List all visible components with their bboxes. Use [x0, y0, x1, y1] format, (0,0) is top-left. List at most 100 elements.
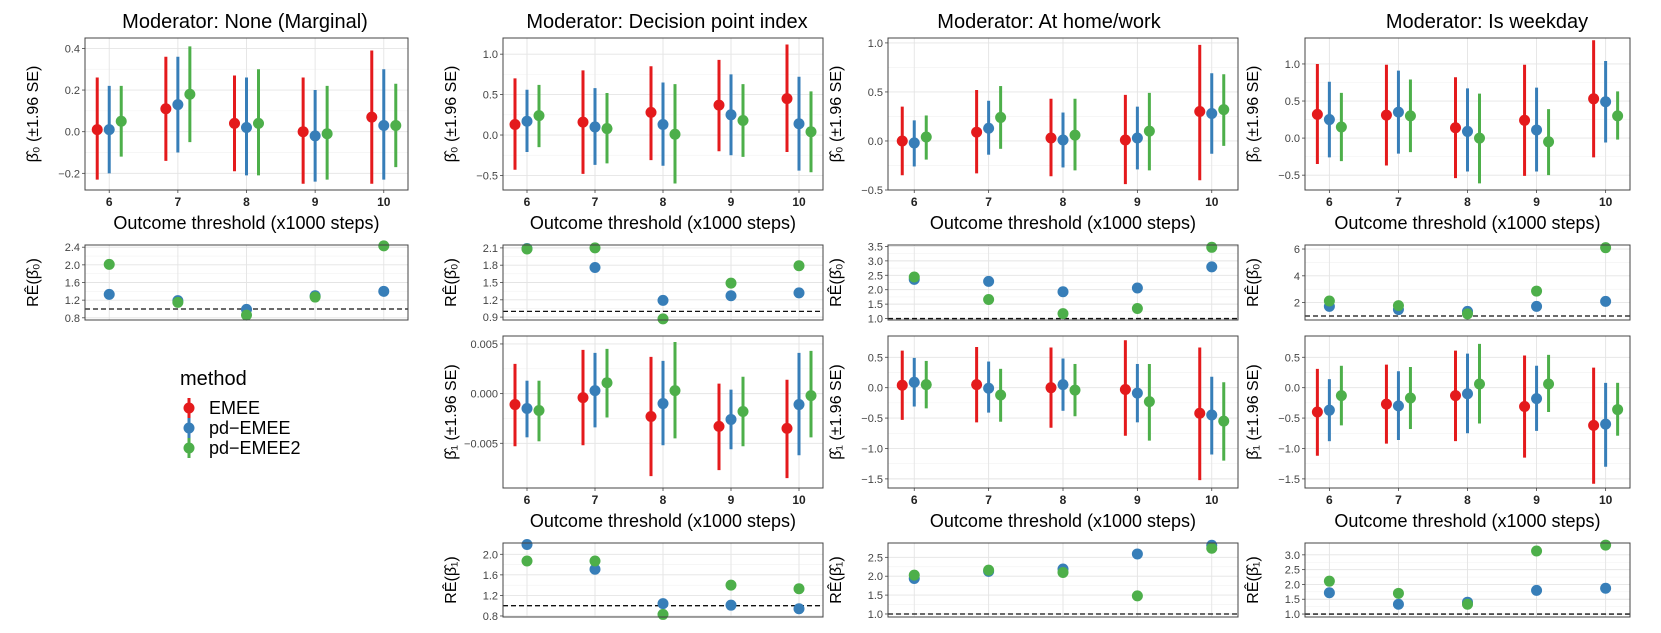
panel-border — [84, 244, 409, 321]
y-tick-label: −1.5 — [1278, 474, 1300, 486]
y-axis-label: β̂₁ (±1.96 SE) — [828, 364, 845, 459]
x-axis-label: Outcome threshold (x1000 steps) — [930, 213, 1196, 233]
y-tick-label: 1.2 — [65, 295, 80, 307]
estimate-point-pd-emee2 — [321, 128, 333, 140]
y-tick-label: 2.5 — [868, 270, 883, 282]
estimate-point-pd-emee2 — [1543, 136, 1555, 148]
re-point-pd-emee2 — [378, 240, 390, 252]
estimate-point-pd-emee2 — [1474, 132, 1485, 144]
re-point-pd-emee — [1131, 282, 1143, 294]
y-tick-label: 4 — [1294, 271, 1300, 283]
x-tick-label: 8 — [243, 195, 250, 209]
estimate-point-pd-emee2 — [1069, 384, 1081, 396]
estimate-point-emee — [781, 93, 793, 105]
estimate-point-emee — [971, 379, 983, 391]
re-point-pd-emee2 — [1057, 566, 1069, 578]
y-tick-label: 0.000 — [470, 389, 498, 401]
estimate-point-emee — [1119, 384, 1131, 396]
estimate-point-pd-emee — [657, 398, 669, 410]
panel-re0-3: 2 4 6 RÊ(β̂₀) — [1243, 242, 1631, 321]
y-axis-label: RÊ(β̂₀) — [1243, 258, 1262, 307]
estimate-point-emee — [896, 135, 908, 147]
re-point-pd-emee2 — [657, 608, 669, 620]
legend-item-pd-emee2: pd−EMEE2 — [183, 438, 301, 458]
y-tick-label: −1.5 — [861, 474, 883, 486]
estimate-point-pd-emee — [793, 399, 805, 411]
re-point-pd-emee2 — [1323, 295, 1335, 307]
re-point-pd-emee2 — [793, 583, 805, 595]
estimate-point-pd-emee2 — [737, 114, 749, 126]
estimate-point-emee — [229, 117, 240, 129]
estimate-point-pd-emee — [1462, 388, 1473, 400]
estimate-point-pd-emee — [725, 413, 737, 425]
y-axis-label: β̂₀ (±1.96 SE) — [828, 66, 845, 163]
y-tick-label: −0.5 — [1278, 170, 1300, 182]
estimate-point-emee — [1045, 382, 1057, 394]
estimate-point-pd-emee — [1323, 114, 1335, 126]
legend-dot-pd-emee — [183, 422, 195, 434]
legend-item-emee: EMEE — [183, 398, 260, 418]
estimate-point-pd-emee — [172, 99, 184, 111]
estimate-point-pd-emee2 — [805, 390, 817, 402]
estimate-point-emee — [645, 106, 657, 118]
estimate-point-pd-emee2 — [533, 110, 545, 122]
legend-dot-pd-emee2 — [183, 442, 195, 454]
x-tick-label: 10 — [792, 493, 806, 507]
estimate-point-pd-emee2 — [1612, 110, 1624, 122]
estimate-point-emee — [1588, 419, 1600, 431]
estimate-point-pd-emee2 — [601, 377, 613, 389]
re-point-pd-emee — [657, 598, 669, 610]
y-tick-label: 2.0 — [1285, 579, 1300, 591]
re-point-pd-emee2 — [908, 271, 920, 283]
x-tick-label: 10 — [1205, 195, 1219, 209]
estimate-point-emee — [781, 422, 793, 434]
x-tick-label: 10 — [377, 195, 391, 209]
estimate-point-emee — [1311, 406, 1323, 418]
y-tick-label: 3.5 — [868, 241, 883, 253]
re-point-pd-emee2 — [1057, 308, 1069, 320]
panel-border — [84, 37, 409, 191]
x-tick-label: 9 — [1134, 195, 1141, 209]
x-axis-label: Outcome threshold (x1000 steps) — [530, 213, 796, 233]
estimate-point-pd-emee2 — [669, 385, 681, 397]
x-tick-label: 9 — [1134, 493, 1141, 507]
panel-beta0-3: −0.5 0.0 0.5 1.0 6 7 8 9 10 Outcome threshold (x1… — [1245, 37, 1631, 233]
estimate-point-pd-emee — [1600, 418, 1612, 430]
y-tick-label: 0.0 — [483, 130, 498, 142]
y-tick-label: 0.2 — [65, 85, 80, 97]
estimate-point-emee — [577, 116, 589, 128]
re-point-pd-emee2 — [1531, 285, 1543, 297]
y-tick-label: 1.0 — [868, 314, 883, 326]
x-tick-label: 7 — [1395, 493, 1402, 507]
panel-border — [502, 335, 824, 489]
re-point-pd-emee — [1206, 261, 1218, 273]
re-point-pd-emee — [983, 275, 995, 287]
y-tick-label: 1.2 — [483, 295, 498, 307]
estimate-point-pd-emee2 — [1069, 129, 1081, 141]
y-axis-label: RÊ(β̂₁) — [826, 556, 845, 603]
estimate-point-pd-emee2 — [1218, 104, 1230, 116]
y-tick-label: 1.0 — [868, 609, 883, 621]
estimate-point-pd-emee — [1131, 132, 1143, 144]
re-point-pd-emee2 — [309, 291, 321, 303]
re-point-pd-emee — [589, 262, 601, 273]
estimate-point-pd-emee — [309, 130, 321, 142]
estimate-point-pd-emee — [521, 403, 533, 415]
estimate-point-emee — [160, 103, 172, 115]
x-axis-label: Outcome threshold (x1000 steps) — [1334, 213, 1600, 233]
re-point-pd-emee2 — [589, 242, 601, 254]
x-tick-label: 8 — [1464, 195, 1471, 209]
panel-border — [1304, 37, 1631, 191]
legend-title: method — [180, 368, 247, 390]
y-axis-label: β̂₁ (±1.96 SE) — [443, 364, 460, 459]
re-point-pd-emee2 — [241, 309, 252, 321]
legend-dot-emee — [183, 402, 195, 414]
re-point-pd-emee2 — [172, 296, 184, 308]
estimate-point-emee — [1450, 390, 1461, 402]
panel-beta0-2: −0.5 0.0 0.5 1.0 6 7 8 9 10 Outcome threshold (x1… — [828, 37, 1239, 233]
estimate-point-emee — [577, 392, 589, 404]
y-tick-label: −0.5 — [861, 185, 883, 197]
x-axis-label: Outcome threshold (x1000 steps) — [930, 511, 1196, 531]
estimate-point-pd-emee2 — [253, 117, 264, 129]
estimate-point-pd-emee — [793, 118, 805, 130]
